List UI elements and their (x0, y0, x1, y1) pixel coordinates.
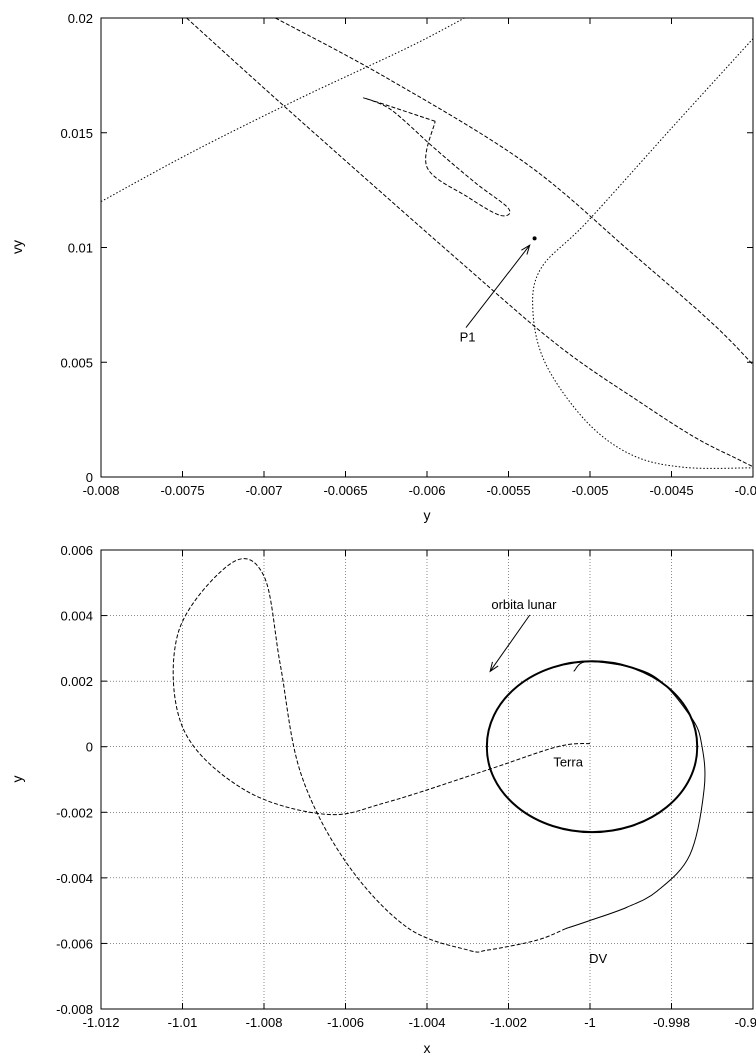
series-curve-4 (101, 18, 465, 203)
bottom-chart-series (172, 558, 706, 953)
annotation-label: DV (589, 951, 607, 966)
y-tick-label: 0.005 (60, 355, 93, 370)
y-tick-label: 0.01 (68, 241, 93, 256)
bottom-chart-plot-frame (100, 549, 754, 1010)
y-tick-label: 0.006 (60, 543, 93, 558)
series-curve-3 (172, 558, 591, 953)
series-curve-2 (275, 18, 753, 365)
bottom-chart-grid (101, 550, 753, 1009)
top-chart-y-axis-label: vy (9, 240, 25, 254)
top-chart: -0.008 -0.0075 -0.007 -0.0065 -0.006 -0.0055 -… (9, 11, 756, 523)
bottom-chart: -1.012 -1.01 -1.008 -1.006 -1.004 -1.002 -1 -0.… (9, 543, 756, 1056)
bottom-chart-y-axis-label: y (9, 776, 25, 783)
x-tick-label: -1.004 (409, 1015, 446, 1030)
x-tick-label: -1.012 (83, 1015, 120, 1030)
x-tick-label: -0.0065 (323, 483, 367, 498)
series-curve-3 (363, 97, 511, 217)
x-tick-label: -0.007 (246, 483, 283, 498)
y-tick-label: 0.004 (60, 609, 93, 624)
x-tick-label: -0.004 (735, 483, 756, 498)
bottom-chart-x-axis-label: x (424, 1040, 431, 1056)
annotation-arrowhead (489, 661, 499, 673)
series-curve-2 (565, 660, 706, 930)
x-tick-label: -1.01 (168, 1015, 198, 1030)
y-tick-label: 0 (86, 470, 93, 485)
series-curve-1 (186, 18, 753, 468)
top-chart-ticks: -0.008 -0.0075 -0.007 -0.0065 -0.006 -0.0055 -… (60, 11, 756, 498)
x-tick-label: -0.005 (572, 483, 609, 498)
x-tick-label: -0.0055 (486, 483, 530, 498)
annotation-label: orbita lunar (491, 597, 557, 612)
top-chart-series (101, 18, 753, 469)
x-tick-label: -0.996 (735, 1015, 756, 1030)
y-tick-label: -0.004 (56, 871, 93, 886)
x-tick-label: -0.0075 (160, 483, 204, 498)
bottom-chart-ticks: -1.012 -1.01 -1.008 -1.006 -1.004 -1.002 -1 -0.… (56, 543, 756, 1030)
x-tick-label: -1.002 (490, 1015, 527, 1030)
annotation-arrowhead (521, 244, 531, 255)
annotation-label: P1 (460, 330, 476, 345)
y-tick-label: 0.015 (60, 126, 93, 141)
bottom-chart-annotations: orbita lunar Terra DV (489, 597, 608, 966)
x-tick-label: -0.006 (409, 483, 446, 498)
annotation-arrow (489, 614, 531, 672)
x-tick-label: -0.008 (83, 483, 120, 498)
x-tick-label: -0.0045 (649, 483, 693, 498)
top-chart-plot-frame (100, 17, 754, 478)
x-tick-label: -0.998 (653, 1015, 690, 1030)
y-tick-label: 0.02 (68, 11, 93, 26)
series-curve-5 (532, 38, 753, 469)
y-tick-label: -0.008 (56, 1002, 93, 1017)
x-tick-label: -1 (584, 1015, 596, 1030)
annotation-arrow (465, 244, 531, 328)
x-tick-label: -1.008 (246, 1015, 283, 1030)
y-tick-label: -0.006 (56, 936, 93, 951)
y-tick-label: 0.002 (60, 674, 93, 689)
y-tick-label: -0.002 (56, 805, 93, 820)
annotation-label: Terra (553, 754, 583, 769)
point-marker (532, 236, 537, 241)
x-tick-label: -1.006 (327, 1015, 364, 1030)
series-curve-1 (485, 660, 699, 834)
y-tick-label: 0 (86, 740, 93, 755)
top-chart-x-axis-label: y (424, 507, 431, 523)
top-chart-annotations: P1 (460, 244, 531, 345)
